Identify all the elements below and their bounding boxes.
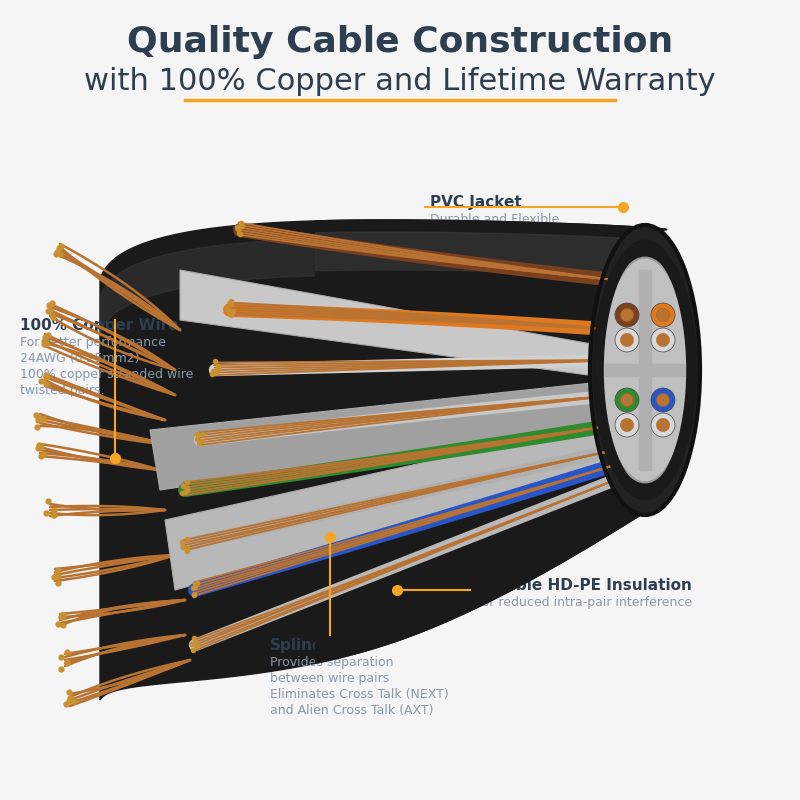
Polygon shape [165,420,615,590]
Text: 100% copper stranded wire: 100% copper stranded wire [20,368,194,381]
Text: 100% Copper Wire: 100% Copper Wire [20,318,178,333]
Ellipse shape [656,418,670,432]
Ellipse shape [621,334,634,346]
Ellipse shape [656,394,670,406]
Ellipse shape [651,328,675,352]
Ellipse shape [615,328,639,352]
Ellipse shape [656,308,670,322]
Polygon shape [315,220,666,663]
Text: Spline: Spline [270,638,323,653]
Ellipse shape [621,308,634,322]
Text: For reduced intra-pair interference: For reduced intra-pair interference [475,596,692,609]
Ellipse shape [621,394,634,406]
Ellipse shape [615,303,639,327]
Text: PVC Jacket: PVC Jacket [430,195,522,210]
Text: with 100% Copper and Lifetime Warranty: with 100% Copper and Lifetime Warranty [84,67,716,97]
Ellipse shape [621,418,634,432]
Text: Provides separation: Provides separation [270,656,394,669]
Ellipse shape [615,388,639,412]
Text: between wire pairs: between wire pairs [270,672,390,685]
Polygon shape [180,270,625,380]
Ellipse shape [651,303,675,327]
Polygon shape [100,220,666,700]
Polygon shape [150,380,620,490]
Ellipse shape [651,388,675,412]
Ellipse shape [656,334,670,346]
Text: 24AWG (0.25mm2): 24AWG (0.25mm2) [20,352,139,365]
Text: and Alien Cross Talk (AXT): and Alien Cross Talk (AXT) [270,704,434,717]
Polygon shape [639,270,651,470]
Ellipse shape [595,239,694,501]
Text: Durable and Flexible: Durable and Flexible [430,213,559,226]
Polygon shape [605,364,685,376]
Polygon shape [315,232,666,280]
Ellipse shape [651,413,675,437]
Ellipse shape [590,225,700,515]
Text: For better performance: For better performance [20,336,166,349]
Text: Quality Cable Construction: Quality Cable Construction [127,25,673,59]
Text: twisted pairs.: twisted pairs. [20,384,105,397]
Text: Eliminates Cross Talk (NEXT): Eliminates Cross Talk (NEXT) [270,688,449,701]
Ellipse shape [601,258,689,482]
Ellipse shape [615,413,639,437]
Text: Flexible HD-PE Insulation: Flexible HD-PE Insulation [475,578,692,593]
Polygon shape [100,238,662,335]
